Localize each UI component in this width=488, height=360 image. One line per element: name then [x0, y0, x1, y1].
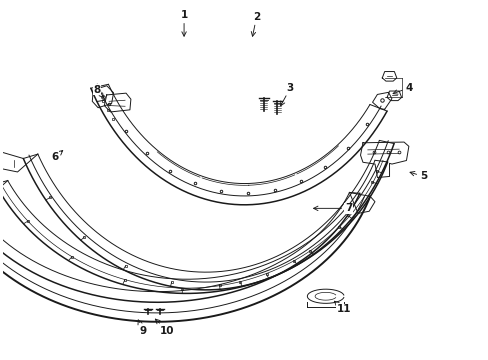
Text: 10: 10 — [155, 319, 174, 336]
Text: 5: 5 — [409, 171, 426, 181]
Text: 4: 4 — [392, 83, 412, 94]
Text: 8: 8 — [93, 85, 103, 98]
Text: 3: 3 — [280, 83, 293, 106]
Text: 9: 9 — [138, 320, 146, 336]
Text: 7: 7 — [313, 203, 351, 213]
Text: 11: 11 — [334, 301, 350, 314]
Text: 2: 2 — [251, 12, 260, 36]
Text: 6: 6 — [51, 150, 62, 162]
Text: 1: 1 — [180, 10, 187, 36]
